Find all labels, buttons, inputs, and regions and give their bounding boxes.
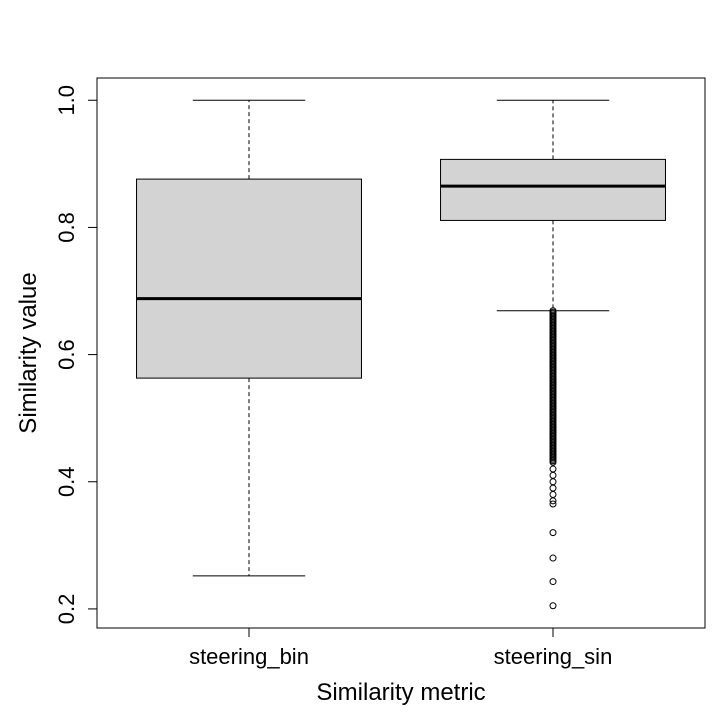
iqr-box: [136, 178, 362, 379]
outlier-point: [549, 484, 557, 492]
outlier-point: [549, 478, 557, 486]
x-tick-label: steering_sin: [494, 644, 613, 669]
y-tick-label: 0.4: [54, 466, 79, 497]
outlier-point: [549, 500, 557, 508]
box-steering_sin: [440, 99, 666, 610]
outlier-point: [549, 465, 557, 473]
x-axis-title: Similarity metric: [316, 679, 485, 706]
outlier-point: [549, 554, 557, 562]
plot-frame: [96, 77, 706, 629]
y-tick-label: 0.6: [54, 339, 79, 370]
outlier-point: [549, 529, 557, 537]
box-steering_bin: [136, 99, 362, 577]
outlier-point: [549, 490, 557, 498]
x-axis: steering_bin steering_sin: [189, 628, 612, 669]
y-axis: 0.2 0.4 0.6 0.8 1.0: [54, 85, 97, 624]
iqr-box: [440, 158, 666, 221]
y-axis-title: Similarity value: [15, 272, 42, 433]
outlier-point: [549, 578, 557, 586]
y-tick-label: 1.0: [54, 85, 79, 116]
y-tick-label: 0.2: [54, 594, 79, 625]
outlier-point: [549, 497, 557, 505]
outlier-point: [549, 458, 557, 466]
outlier-point: [549, 602, 557, 610]
boxes: [136, 99, 666, 610]
outlier-point: [549, 471, 557, 479]
y-tick-label: 0.8: [54, 212, 79, 243]
x-tick-label: steering_bin: [189, 644, 309, 669]
